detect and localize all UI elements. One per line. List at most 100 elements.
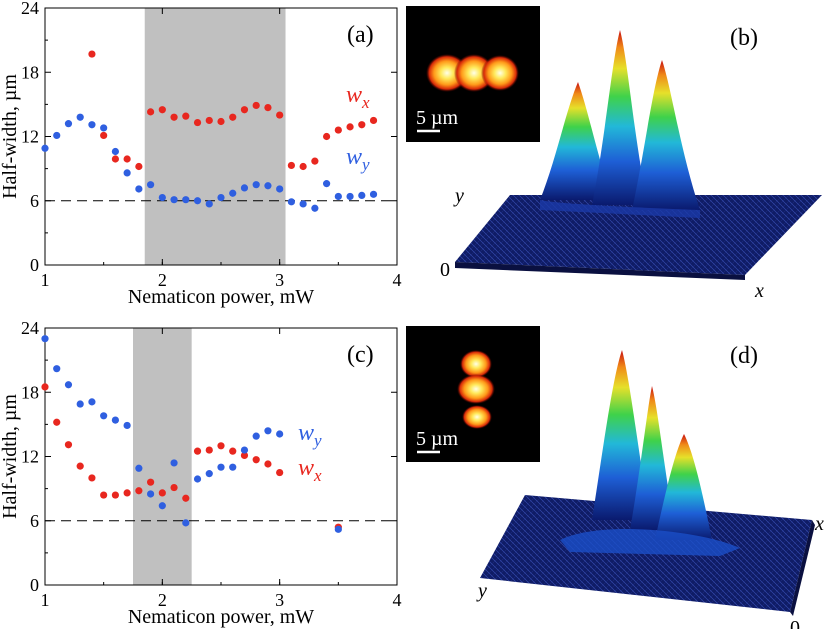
scale-bar-label: 5 µm <box>416 107 459 129</box>
data-point-wy <box>100 124 108 132</box>
data-point-wx <box>123 155 131 163</box>
data-point-wx <box>217 442 225 450</box>
surface-peak <box>655 434 712 540</box>
data-point-wy <box>111 147 119 156</box>
series-label-wy: wy <box>346 144 370 174</box>
data-point-wx <box>276 111 284 119</box>
data-point-wx <box>240 451 249 460</box>
data-point-wx <box>252 456 260 464</box>
data-point-wy <box>205 200 213 208</box>
axis-zero-label: 0 <box>440 259 450 281</box>
beam-profile-inset-b: 5 µm <box>406 6 540 142</box>
series-label-wy: wy <box>298 420 322 450</box>
surface-peak <box>592 30 648 205</box>
data-point-wy <box>276 185 284 193</box>
x-tick-label: 2 <box>158 590 167 610</box>
x-axis-label: Nematicon power, mW <box>128 286 314 308</box>
data-point-wx <box>264 460 272 468</box>
data-point-wy <box>264 427 272 435</box>
y-tick-label: 24 <box>21 0 39 18</box>
data-point-wx <box>193 447 202 455</box>
data-point-wy <box>217 463 225 471</box>
data-point-wx <box>182 494 190 502</box>
series-label-wx: wx <box>298 455 322 485</box>
data-point-wx <box>334 126 342 134</box>
y-tick-label: 12 <box>21 127 39 147</box>
y-axis-label: Half-width, µm <box>0 394 21 519</box>
axis-x-label: x <box>814 513 824 535</box>
data-point-wx <box>311 157 319 165</box>
data-point-wy <box>123 169 131 177</box>
data-point-wy <box>41 335 49 343</box>
data-point-wx <box>41 383 49 391</box>
data-point-wx <box>111 155 119 163</box>
panel-label-d: (d) <box>730 343 758 369</box>
data-point-wy <box>123 421 131 430</box>
surface-plot-b: y 0 x <box>440 30 822 302</box>
data-point-wx <box>369 116 378 125</box>
data-point-wy <box>369 190 378 198</box>
data-point-wx <box>287 161 295 170</box>
data-point-wy <box>170 196 178 204</box>
data-point-wx <box>100 131 108 140</box>
data-point-wy <box>64 381 73 389</box>
surface-peak <box>632 60 700 210</box>
plot-frame <box>44 327 398 586</box>
data-point-wy <box>252 432 260 440</box>
data-point-wy <box>205 470 213 478</box>
y-tick-label: 18 <box>21 382 39 402</box>
data-point-wx <box>264 103 272 112</box>
x-tick-label: 3 <box>275 270 284 290</box>
data-point-wx <box>240 106 249 114</box>
axis-y-label: y <box>476 580 487 602</box>
panel-label: (c) <box>347 342 374 368</box>
data-point-wy <box>53 365 61 373</box>
surface-peak <box>630 386 675 530</box>
data-point-wx <box>323 132 331 141</box>
data-point-wy <box>100 412 108 420</box>
data-point-wx <box>276 468 284 477</box>
data-point-wy <box>76 113 84 121</box>
data-point-wx <box>88 474 96 482</box>
data-point-wx <box>170 113 178 121</box>
surface-plot-d: x y 0 <box>476 350 824 629</box>
panel-label-b: (b) <box>730 25 758 51</box>
data-point-wx <box>111 491 119 499</box>
data-point-wx <box>135 487 143 495</box>
y-tick-label: 18 <box>21 62 39 82</box>
data-point-wx <box>147 478 155 486</box>
x-tick-label: 1 <box>41 590 50 610</box>
y-axis-label: Half-width, µm <box>0 74 21 199</box>
data-point-wy <box>358 191 366 199</box>
data-point-wx <box>252 101 260 110</box>
data-point-wx <box>88 50 96 58</box>
data-point-wx <box>147 108 155 116</box>
y-tick-label: 12 <box>21 447 39 467</box>
axis-zero-label: 0 <box>790 617 800 629</box>
data-point-wy <box>158 193 166 202</box>
data-point-wy <box>111 416 119 424</box>
data-point-wx <box>229 447 237 455</box>
data-point-wy <box>170 459 178 467</box>
x-tick-label: 4 <box>393 270 402 290</box>
data-point-wy <box>147 181 155 189</box>
data-point-wy <box>193 475 202 483</box>
surface-base <box>455 195 822 275</box>
panel-label: (a) <box>347 22 374 48</box>
data-point-wx <box>53 418 61 426</box>
x-tick-label: 1 <box>41 270 50 290</box>
data-point-wx <box>100 491 108 499</box>
data-point-wx <box>158 106 166 114</box>
data-point-wy <box>240 446 249 454</box>
data-point-wy <box>88 121 96 129</box>
data-point-wx <box>76 462 84 470</box>
data-point-wy <box>334 192 342 201</box>
axis-x-label: x <box>754 280 764 302</box>
series-label-wx: wx <box>346 82 370 112</box>
data-point-wx <box>217 117 225 126</box>
y-tick-label: 0 <box>30 575 39 595</box>
data-point-wy <box>76 400 84 408</box>
data-point-wy <box>135 464 143 472</box>
